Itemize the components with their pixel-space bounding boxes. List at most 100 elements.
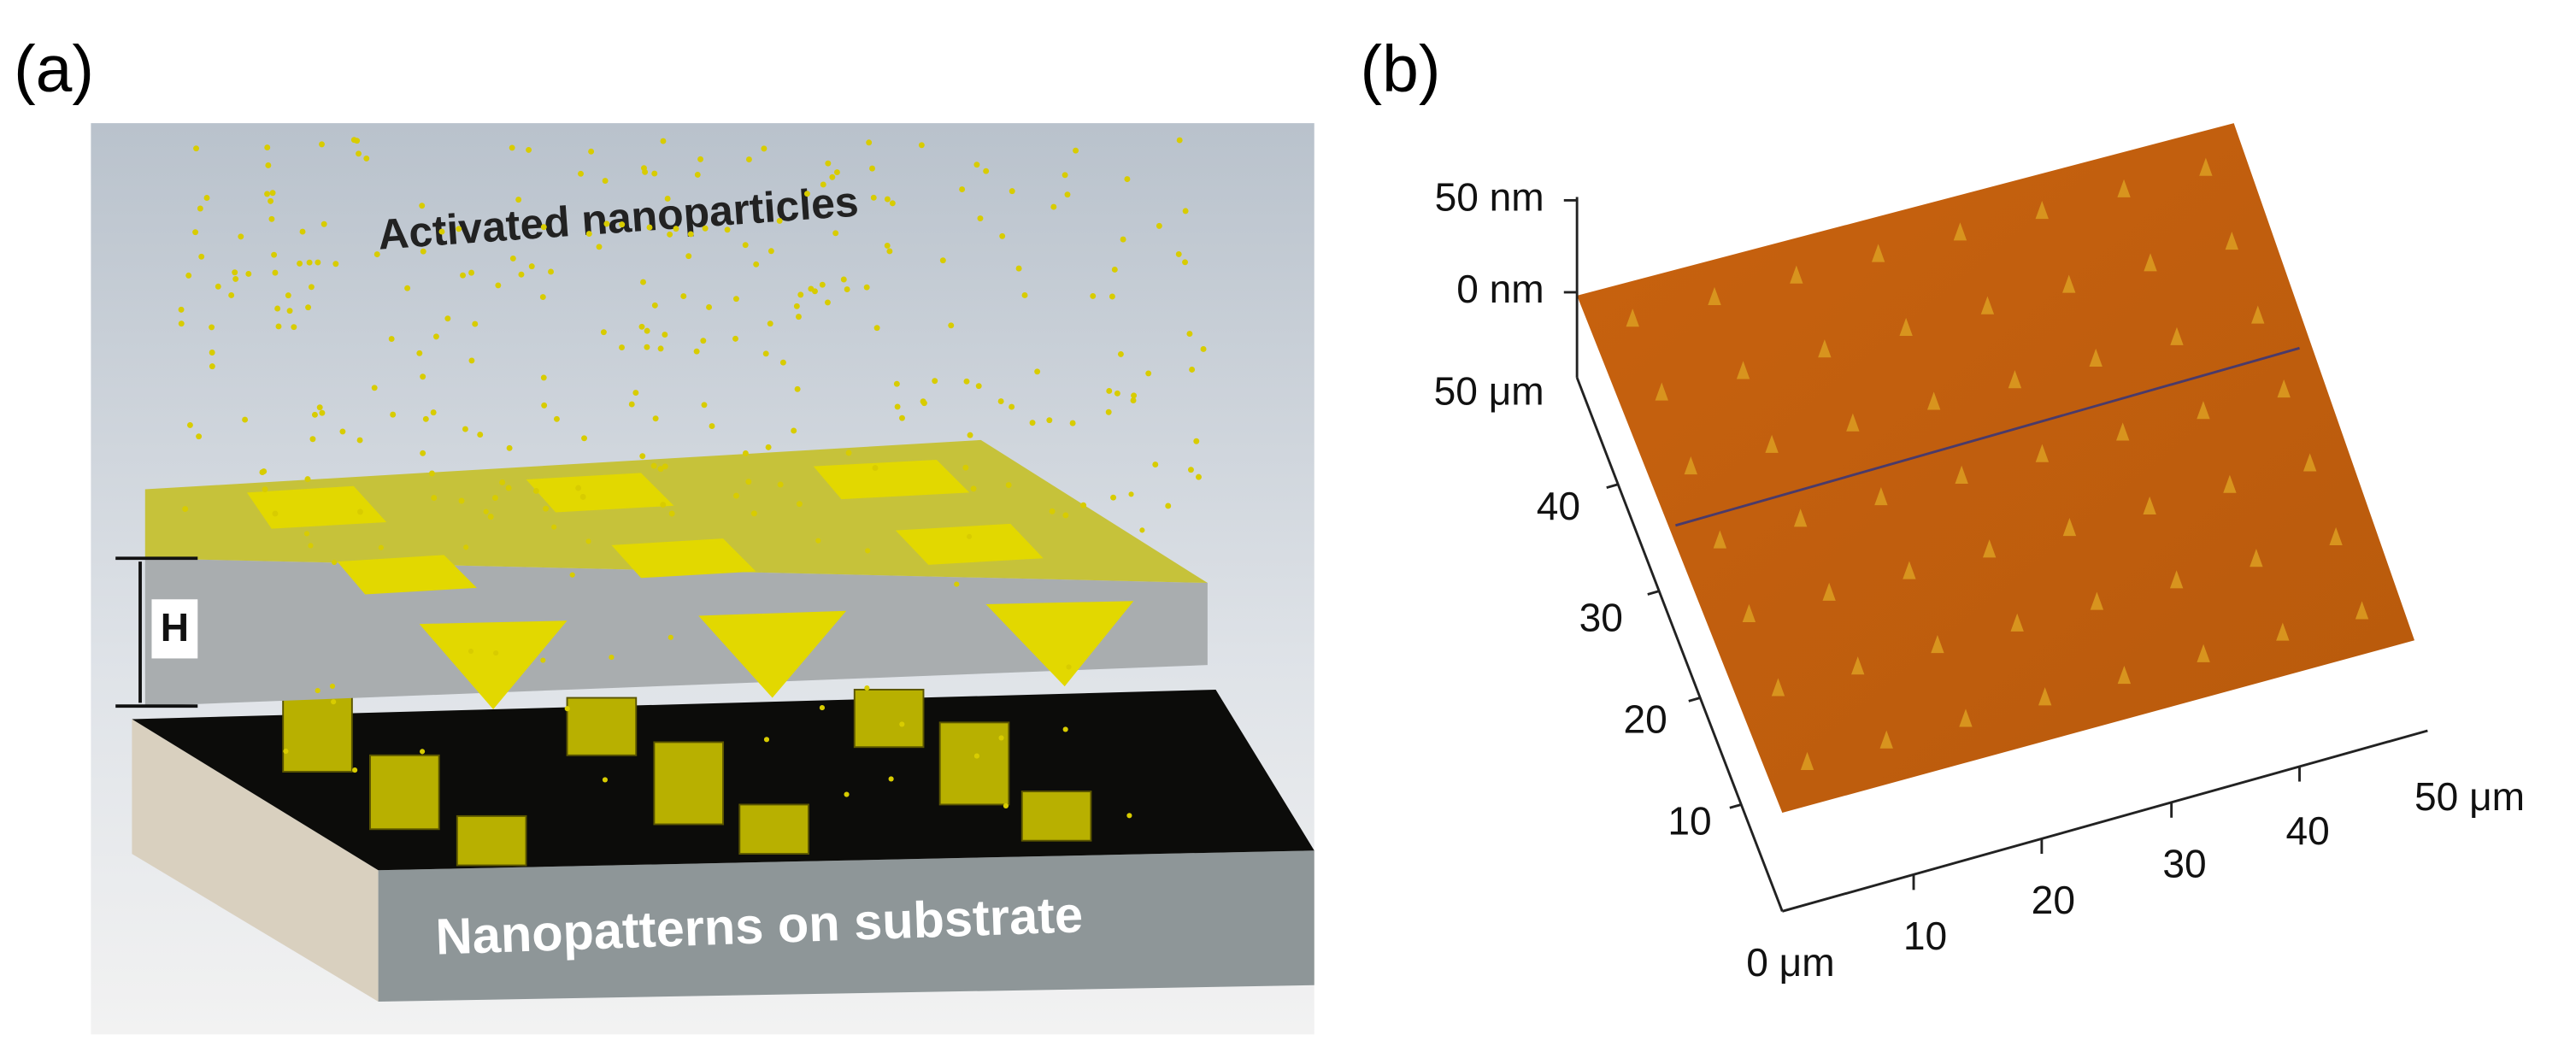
particle (644, 327, 650, 334)
particle (829, 173, 836, 180)
particle (541, 402, 548, 409)
particle (639, 453, 646, 460)
particle (178, 320, 185, 327)
afm-surface (1577, 123, 2415, 814)
particle (1029, 420, 1036, 426)
particle (509, 255, 516, 262)
particle (209, 350, 215, 356)
peak (2089, 348, 2103, 367)
particle (509, 144, 515, 151)
particle (680, 293, 687, 300)
particle (888, 776, 894, 782)
panel-a: (a) H Activated nanoparticles Nanopatter… (14, 32, 1314, 1035)
particle (431, 495, 438, 501)
peak (1953, 222, 1967, 241)
particle (820, 181, 826, 188)
particle (884, 242, 891, 249)
particle (215, 283, 221, 290)
particle (1021, 291, 1028, 298)
particle (543, 505, 550, 512)
y-tick-label: 10 (1667, 799, 1711, 844)
particle (548, 268, 554, 275)
peak (1851, 656, 1865, 675)
particle (652, 415, 659, 422)
x-tick-label: 40 (2285, 808, 2329, 853)
particle (1050, 203, 1057, 210)
particle (844, 286, 850, 292)
x-tick-label: 30 (2162, 842, 2206, 886)
peak (2038, 687, 2052, 706)
particle (1182, 259, 1188, 266)
particle (962, 464, 969, 471)
particle (493, 650, 499, 656)
particle (767, 320, 773, 327)
particle (404, 285, 411, 291)
particle (468, 357, 475, 364)
peak (1982, 539, 1997, 558)
particle (356, 150, 362, 157)
particle (286, 308, 293, 314)
particle (518, 271, 525, 278)
peak (1822, 582, 1836, 601)
particle (196, 433, 203, 440)
particle (416, 350, 423, 356)
particle (793, 303, 800, 309)
particle (182, 506, 189, 513)
particle (866, 139, 873, 146)
peak (1684, 456, 1697, 475)
peak (1793, 508, 1808, 527)
particle (870, 194, 877, 201)
particle (1073, 147, 1079, 154)
particle (600, 329, 607, 336)
peak (2303, 453, 2317, 472)
particle (540, 374, 547, 381)
particle (797, 291, 804, 298)
particle (354, 138, 361, 144)
peak (2143, 496, 2156, 514)
particle (420, 749, 426, 755)
particle (262, 486, 268, 493)
particle (1105, 409, 1112, 415)
particle (932, 378, 938, 385)
particle (232, 269, 238, 276)
peak (1626, 309, 1639, 327)
particle (477, 432, 484, 438)
particle (795, 314, 802, 320)
peak (1879, 730, 1893, 749)
particle (701, 402, 708, 409)
particle (761, 145, 768, 152)
particle (438, 228, 445, 235)
particle (265, 162, 272, 168)
particle (1117, 350, 1124, 357)
y-tick-label: 20 (1624, 697, 1667, 742)
particle (388, 336, 395, 343)
particle (1175, 250, 1182, 257)
particle (844, 791, 850, 797)
nanopatterns (282, 688, 1092, 867)
panel-label: (b) (1361, 32, 1441, 106)
particle (845, 450, 852, 456)
particle (869, 165, 875, 172)
particle (664, 196, 671, 202)
particle (864, 685, 870, 691)
particle (832, 230, 839, 237)
particle (242, 416, 249, 423)
peak (1846, 413, 1860, 432)
particle (275, 323, 282, 330)
particle (646, 224, 653, 231)
substrate-side (132, 719, 379, 1002)
particle (303, 531, 310, 537)
peak (2117, 665, 2132, 685)
peak (2115, 422, 2130, 441)
peak (1903, 561, 1916, 579)
particle (765, 444, 772, 450)
particle (745, 479, 752, 485)
particle (575, 485, 582, 491)
particle (1145, 370, 1152, 377)
particle (209, 324, 215, 331)
particle (954, 581, 960, 587)
particle (357, 508, 363, 515)
z-tick-label: 50 nm (1435, 175, 1544, 220)
peak (2169, 570, 2184, 589)
